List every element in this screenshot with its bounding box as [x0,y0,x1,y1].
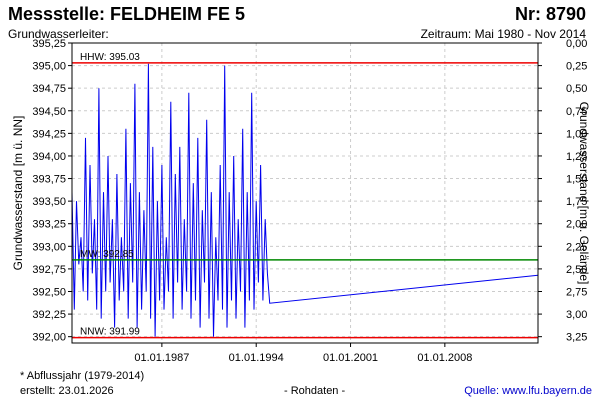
right-tick-label: 2,75 [566,286,587,298]
x-tick-label: 01.01.2008 [417,352,472,364]
right-tick-label: 3,00 [566,309,587,321]
right-tick-label: 0,00 [566,38,587,50]
aquifer-label: Grundwasserleiter: [8,27,109,41]
x-tick-label: 01.01.1994 [229,352,284,364]
created-date: erstellt: 23.01.2026 [20,385,114,397]
station-number: Nr: 8790 [514,4,586,24]
left-tick-label: 392,50 [32,286,66,298]
left-tick-label: 394,50 [32,106,66,118]
source-link[interactable]: Quelle: www.lfu.bayern.de [464,385,592,397]
left-tick-label: 392,00 [32,332,66,344]
x-tick-label: 01.01.1987 [134,352,189,364]
right-tick-label: 1,75 [566,196,587,208]
left-tick-label: 392,75 [32,264,66,276]
left-tick-label: 395,00 [32,61,66,73]
x-tick-label: 01.01.2001 [323,352,378,364]
series-group [71,63,539,337]
period-label: Zeitraum: Mai 1980 - Nov 2014 [420,27,586,41]
right-tick-label: 0,75 [566,106,587,118]
right-tick-label: 0,50 [566,83,587,95]
right-axis: 0,00 0,25 0,50 0,75 1,00 1,25 1,50 1,75 2,00 2,25… [538,38,587,344]
reference-lines: HHW: 395.03 MW: 392.85 NNW: 391.99 [72,52,538,339]
right-tick-label: 0,25 [566,61,587,73]
left-tick-label: 394,25 [32,128,66,140]
left-tick-label: 394,75 [32,83,66,95]
right-tick-label: 3,25 [566,332,587,344]
right-tick-label: 1,25 [566,151,587,163]
page-title: Messstelle: FELDHEIM FE 5 [8,4,246,24]
reference-line-label: HHW: 395.03 [80,52,140,63]
reference-line-label: MW: 392.85 [80,249,134,260]
left-tick-label: 393,00 [32,241,66,253]
y-axis-label-right: Grundwasserstand [m u. Gelände] [577,102,591,285]
right-tick-label: 2,25 [566,241,587,253]
left-tick-label: 392,25 [32,309,66,321]
left-tick-label: 394,00 [32,151,66,163]
right-tick-label: 1,50 [566,174,587,186]
footnote: * Abflussjahr (1979-2014) [20,370,145,382]
data-type-label: - Rohdaten - [284,385,346,397]
right-tick-label: 2,00 [566,219,587,231]
reference-line-label: NNW: 391.99 [80,327,140,338]
right-tick-label: 2,50 [566,264,587,276]
left-tick-label: 393,25 [32,219,66,231]
left-tick-label: 393,50 [32,196,66,208]
left-axis: 392,00 392,25 392,50 392,75 393,00 393,25 393,… [32,38,72,344]
right-tick-label: 1,00 [566,128,587,140]
x-axis: 01.01.1987 01.01.1994 01.01.2001 01.01.2008 [134,343,472,364]
series-line [71,63,539,337]
plot-frame [71,42,539,344]
left-tick-label: 393,75 [32,174,66,186]
left-tick-label: 395,25 [32,38,66,50]
y-axis-label-left: Grundwasserstand [m ü. NN] [11,116,25,271]
